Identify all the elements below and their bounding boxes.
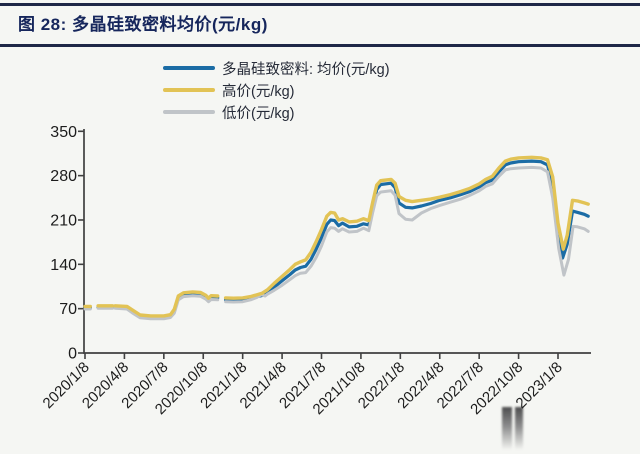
y-tick-label: 210 <box>50 212 77 229</box>
y-tick-label: 280 <box>50 168 77 185</box>
title-divider <box>0 44 640 47</box>
legend-label-avg: 多晶硅致密料: 均价(元/kg) <box>222 61 390 78</box>
y-tick-label: 140 <box>50 257 77 274</box>
series-line-high <box>113 290 220 318</box>
low-line-swatch <box>163 110 215 114</box>
chart-legend: 多晶硅致密料: 均价(元/kg) 高价(元/kg) 低价(元/kg) <box>163 60 390 122</box>
legend-label-high: 高价(元/kg) <box>222 83 295 100</box>
top-divider <box>0 3 640 6</box>
y-tick-label: 350 <box>50 124 77 141</box>
watermark-smudge <box>502 407 512 450</box>
legend-item-avg: 多晶硅致密料: 均价(元/kg) <box>163 60 390 78</box>
series-line-avg <box>224 159 590 302</box>
legend-item-low: 低价(元/kg) <box>163 104 390 122</box>
watermark-smudge <box>515 407 523 450</box>
figure-title: 图 28: 多晶硅致密料均价(元/kg) <box>18 15 268 34</box>
series-line-high <box>223 155 590 300</box>
y-tick-label: 0 <box>68 346 77 363</box>
y-tick-label: 70 <box>59 301 77 318</box>
legend-label-low: 低价(元/kg) <box>222 105 295 122</box>
high-line-swatch <box>163 88 215 92</box>
avg-line-swatch <box>163 66 215 70</box>
series-line-low <box>224 165 590 304</box>
legend-item-high: 高价(元/kg) <box>163 82 390 100</box>
